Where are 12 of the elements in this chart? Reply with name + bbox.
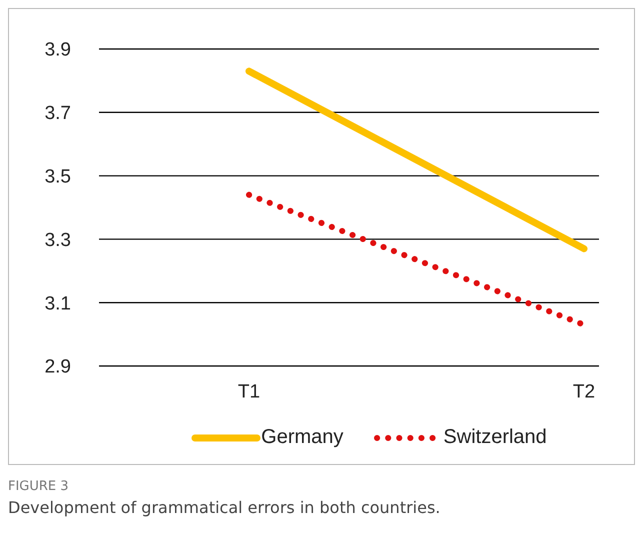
x-tick-label: T2 — [572, 381, 596, 402]
y-tick-label: 2.9 — [44, 356, 71, 378]
y-tick-label: 3.1 — [44, 293, 71, 314]
y-tick-label: 3.9 — [44, 40, 71, 61]
legend-label: Germany — [260, 426, 344, 449]
y-tick-label: 3.5 — [44, 166, 71, 188]
y-tick-label: 3.7 — [44, 103, 71, 124]
x-tick-label: T1 — [238, 381, 260, 402]
text: Development of grammatical errors in both countries. — [8, 498, 442, 517]
y-tick-label: 3.3 — [44, 230, 71, 251]
legend-label: Switzerland — [442, 426, 547, 449]
caption: FIGURE 3 — [8, 479, 70, 494]
